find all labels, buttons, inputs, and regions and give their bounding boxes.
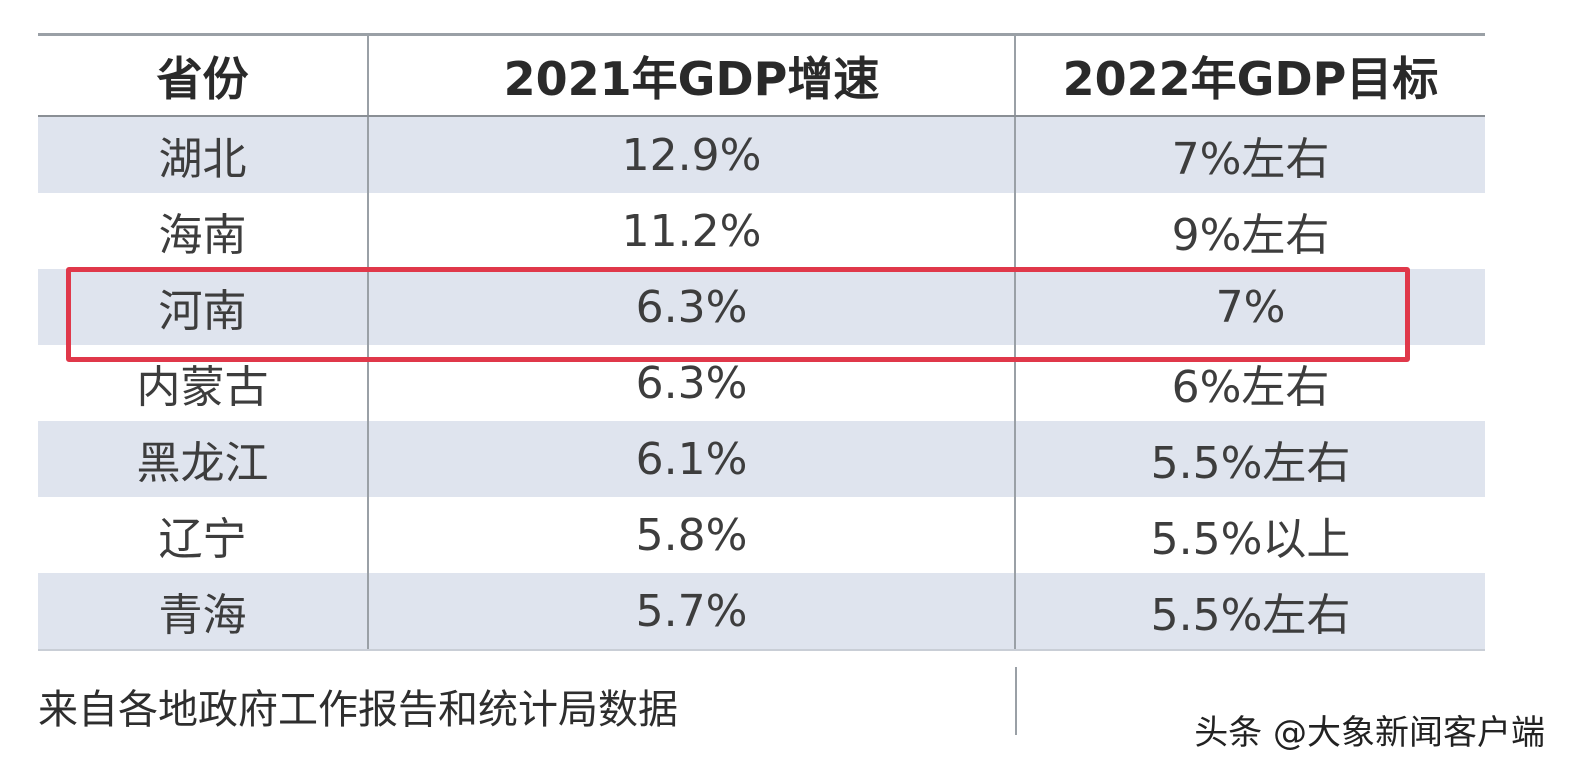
source-note: 来自各地政府工作报告和统计局数据 [38, 687, 678, 733]
cell-province: 海南 [38, 193, 369, 269]
cell-province: 黑龙江 [38, 421, 369, 497]
table-row: 青海 5.7% 5.5%左右 [38, 573, 1485, 651]
cell-province: 湖北 [38, 116, 369, 193]
table-footer: 来自各地政府工作报告和统计局数据 [38, 667, 1485, 735]
table-row: 黑龙江 6.1% 5.5%左右 [38, 421, 1485, 497]
cell-growth-2021: 12.9% [367, 116, 1016, 193]
cell-growth-2021: 6.3% [367, 269, 1016, 345]
column-divider [1015, 667, 1017, 735]
cell-target-2022: 9%左右 [1014, 193, 1485, 269]
table-row: 湖北 12.9% 7%左右 [38, 116, 1485, 193]
cell-growth-2021: 5.8% [367, 497, 1016, 573]
cell-province: 青海 [38, 573, 369, 651]
cell-province: 辽宁 [38, 497, 369, 573]
cell-province: 河南 [38, 269, 369, 345]
header-province: 省份 [38, 33, 369, 117]
watermark: 头条 @大象新闻客户端 [1194, 713, 1545, 753]
cell-growth-2021: 6.1% [367, 421, 1016, 497]
table-row: 海南 11.2% 9%左右 [38, 193, 1485, 269]
cell-target-2022: 7%左右 [1014, 116, 1485, 193]
table-header-row: 省份 2021年GDP增速 2022年GDP目标 [38, 33, 1485, 117]
header-target-2022: 2022年GDP目标 [1014, 33, 1485, 117]
cell-target-2022: 5.5%以上 [1014, 497, 1485, 573]
highlight-box-henan [66, 267, 1410, 362]
cell-target-2022: 5.5%左右 [1014, 573, 1485, 651]
cell-growth-2021: 5.7% [367, 573, 1016, 651]
table-row: 辽宁 5.8% 5.5%以上 [38, 497, 1485, 573]
header-growth-2021: 2021年GDP增速 [367, 33, 1016, 117]
cell-growth-2021: 11.2% [367, 193, 1016, 269]
cell-target-2022: 5.5%左右 [1014, 421, 1485, 497]
